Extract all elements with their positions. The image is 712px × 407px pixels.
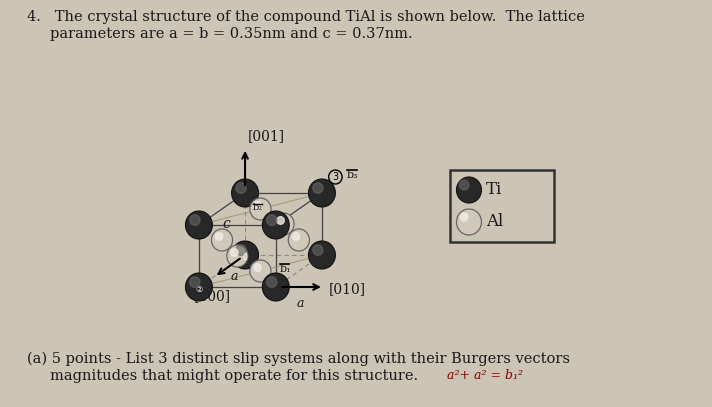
Circle shape	[459, 180, 469, 190]
Circle shape	[185, 273, 212, 301]
Circle shape	[288, 229, 310, 251]
Circle shape	[313, 245, 323, 256]
Circle shape	[236, 183, 246, 193]
Circle shape	[262, 211, 289, 239]
Circle shape	[215, 233, 223, 240]
Circle shape	[185, 211, 212, 239]
Circle shape	[231, 179, 258, 207]
Text: [001]: [001]	[248, 129, 285, 143]
Circle shape	[277, 217, 284, 224]
Circle shape	[253, 264, 261, 271]
Text: Ti: Ti	[486, 182, 503, 199]
Circle shape	[253, 201, 261, 209]
Circle shape	[461, 213, 468, 221]
Text: 4.   The crystal structure of the compound TiAl is shown below.  The lattice: 4. The crystal structure of the compound…	[27, 10, 585, 24]
Circle shape	[292, 233, 300, 240]
Circle shape	[273, 213, 294, 235]
Text: b₂: b₂	[253, 204, 263, 212]
Text: 0: 0	[243, 252, 248, 262]
Circle shape	[190, 215, 200, 225]
Circle shape	[236, 245, 246, 256]
Text: a: a	[231, 270, 239, 283]
Text: (a) 5 points - List 3 distinct slip systems along with their Burgers vectors: (a) 5 points - List 3 distinct slip syst…	[27, 352, 570, 366]
Bar	[450, 170, 553, 242]
Text: a²+ a² = b₁²: a²+ a² = b₁²	[447, 369, 523, 382]
Circle shape	[308, 179, 335, 207]
Circle shape	[190, 277, 200, 287]
Circle shape	[250, 198, 271, 220]
Circle shape	[308, 241, 335, 269]
Circle shape	[456, 209, 481, 235]
Text: magnitudes that might operate for this structure.: magnitudes that might operate for this s…	[27, 369, 418, 383]
Text: [100]: [100]	[194, 289, 231, 303]
Circle shape	[456, 177, 481, 203]
Circle shape	[231, 249, 238, 256]
Text: ②: ②	[195, 284, 203, 293]
Text: a: a	[297, 297, 305, 310]
Text: c: c	[223, 217, 231, 231]
Circle shape	[267, 215, 277, 225]
Circle shape	[227, 245, 248, 267]
Circle shape	[231, 241, 258, 269]
Circle shape	[211, 229, 233, 251]
Circle shape	[250, 260, 271, 282]
Circle shape	[262, 273, 289, 301]
Text: Al: Al	[486, 214, 503, 230]
Text: b₃: b₃	[347, 170, 359, 180]
Text: b₁: b₁	[280, 264, 291, 274]
Text: parameters are a = b = 0.35nm and c = 0.37nm.: parameters are a = b = 0.35nm and c = 0.…	[27, 27, 412, 41]
Circle shape	[267, 277, 277, 287]
Text: [010]: [010]	[329, 282, 366, 296]
Text: 3: 3	[333, 172, 338, 182]
Circle shape	[313, 183, 323, 193]
